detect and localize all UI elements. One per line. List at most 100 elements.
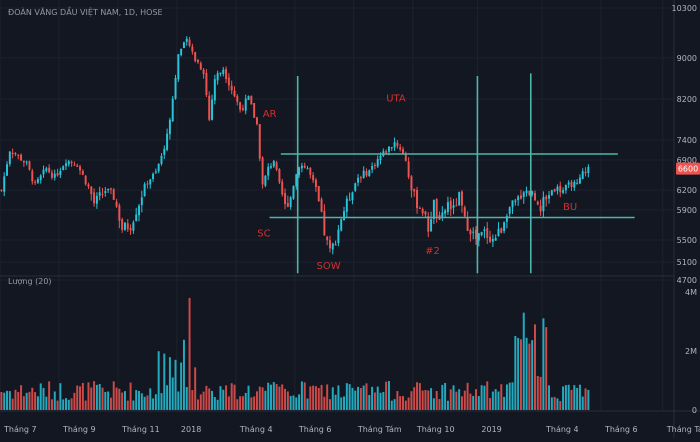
volume-bar: [559, 401, 562, 410]
volume-bar: [550, 397, 553, 410]
volume-bar: [373, 392, 376, 410]
volume-tick-label: 2M: [685, 347, 697, 356]
candle-body: [483, 229, 486, 232]
candle-body: [556, 186, 559, 191]
candle-body: [107, 188, 110, 191]
volume-bar: [382, 391, 385, 410]
volume-bar: [90, 387, 93, 410]
volume-bar: [393, 399, 396, 410]
candle-body: [194, 52, 197, 62]
volume-bar: [441, 384, 444, 410]
candle-body: [337, 229, 340, 244]
volume-bar: [472, 395, 475, 410]
candle-body: [548, 195, 551, 199]
volume-bar: [255, 391, 258, 410]
candle-body: [48, 167, 51, 173]
candle-body: [281, 181, 284, 195]
volume-bar: [362, 385, 365, 410]
volume-bar: [522, 312, 525, 410]
candle-body: [458, 192, 461, 206]
volume-bar: [160, 393, 163, 410]
candle-body: [463, 207, 466, 217]
volume-bar: [258, 386, 261, 410]
price-tick-label: 9000: [677, 54, 697, 63]
candle-body: [373, 165, 376, 167]
volume-bar: [542, 318, 545, 410]
volume-bar: [42, 387, 45, 410]
volume-bar: [202, 391, 205, 410]
volume-bar: [87, 382, 90, 410]
candle-body: [385, 151, 388, 153]
candle-body: [362, 170, 365, 178]
candle-body: [177, 54, 180, 80]
candle-body: [514, 200, 517, 202]
candle-body: [123, 222, 126, 230]
volume-bar: [449, 389, 452, 410]
volume-bar: [205, 385, 208, 410]
volume-bar: [326, 384, 329, 410]
candle-body: [241, 108, 244, 110]
volume-bar: [536, 375, 539, 410]
candle-body: [258, 124, 261, 159]
candle-body: [222, 69, 225, 74]
candle-body: [255, 117, 258, 125]
volume-bar: [312, 385, 315, 410]
candle-body: [101, 193, 104, 195]
volume-bar: [494, 389, 497, 410]
volume-bar: [199, 394, 202, 410]
volume-bar: [177, 391, 180, 410]
last-price-text: 6600: [678, 165, 698, 174]
volume-bar: [126, 400, 129, 410]
volume-bar: [239, 396, 242, 410]
volume-bar: [135, 390, 138, 410]
volume-bar: [365, 383, 368, 410]
volume-tick-label: 0: [692, 406, 697, 415]
candle-body: [211, 99, 214, 120]
candle-body: [399, 147, 402, 150]
candle-body: [14, 152, 17, 155]
volume-bar: [340, 397, 343, 410]
candle-body: [486, 228, 489, 238]
candle-body: [79, 166, 82, 171]
candle-body: [8, 151, 11, 164]
volume-bar: [357, 386, 360, 410]
candle-body: [536, 201, 539, 205]
candle-body: [53, 173, 56, 178]
candle-body: [132, 222, 135, 231]
volume-bar: [143, 396, 146, 410]
volume-bar: [379, 392, 382, 410]
volume-bar: [584, 388, 587, 410]
volume-bar: [14, 389, 17, 410]
candle-body: [295, 174, 298, 187]
volume-bar: [121, 392, 124, 410]
candle-body: [149, 179, 152, 185]
candle-body: [413, 189, 416, 192]
candle-body: [340, 219, 343, 231]
volume-bar: [253, 396, 256, 410]
candle-body: [354, 183, 357, 191]
volume-bar: [323, 396, 326, 410]
candle-body: [573, 181, 576, 188]
volume-bar: [227, 396, 230, 410]
candle-body: [264, 175, 267, 186]
candle-body: [202, 69, 205, 75]
volume-axis: 4M 2M 0: [685, 288, 697, 415]
volume-bar: [28, 391, 31, 410]
candle-body: [477, 233, 480, 241]
volume-bar: [351, 387, 354, 410]
volume-bar: [267, 382, 270, 410]
volume-bar: [435, 390, 438, 410]
volume-bar: [497, 391, 500, 410]
volume-bar: [548, 385, 551, 410]
candle-body: [17, 154, 20, 156]
volume-bar: [483, 385, 486, 410]
candle-body: [278, 169, 281, 183]
time-tick-label: Tháng 10: [416, 425, 455, 434]
candle-body: [199, 63, 202, 70]
wyckoff-annotation: BU: [563, 202, 577, 213]
price-tick-label: 6900: [677, 156, 697, 165]
candle-body: [539, 205, 542, 212]
candle-body: [225, 68, 228, 80]
volume-bar: [387, 381, 390, 410]
volume-bar: [424, 389, 427, 410]
